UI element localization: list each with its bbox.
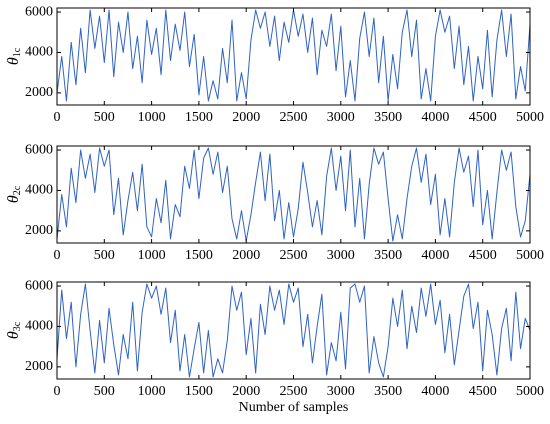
y-tick-label: 4000 [25, 45, 53, 60]
x-tick-label: 3500 [374, 384, 402, 399]
data-line [56, 147, 531, 242]
x-tick-label: 3000 [327, 110, 355, 125]
x-tick-label: 2500 [280, 384, 308, 399]
x-tick-label: 2000 [232, 384, 260, 399]
x-tick-label: 4500 [469, 110, 497, 125]
x-tick-label: 500 [94, 110, 115, 125]
x-tick-label: 2500 [280, 110, 308, 125]
x-tick-label: 1500 [185, 384, 213, 399]
x-tick-label: 4500 [469, 248, 497, 263]
x-tick-label: 3500 [374, 110, 402, 125]
x-tick-label: 1000 [138, 384, 166, 399]
y-tick-label: 6000 [25, 4, 53, 19]
y-tick-label: 6000 [25, 142, 53, 157]
x-tick-label: 5000 [516, 384, 544, 399]
x-tick-label: 1000 [138, 110, 166, 125]
y-tick-label: 4000 [25, 183, 53, 198]
y-label-subscript: 3c [12, 321, 23, 331]
x-tick-label: 1500 [185, 248, 213, 263]
x-tick-label: 3000 [327, 384, 355, 399]
x-tick-label: 0 [54, 384, 61, 399]
x-tick-label: 0 [54, 248, 61, 263]
data-line [56, 283, 531, 378]
y-tick-label: 6000 [25, 278, 53, 293]
x-tick-label: 5000 [516, 110, 544, 125]
y-tick-label: 2000 [25, 85, 53, 100]
y-label-subscript: 1c [12, 47, 23, 57]
x-tick-label: 4000 [421, 248, 449, 263]
y-label-symbol: θ [5, 57, 22, 65]
x-tick-label: 1000 [138, 248, 166, 263]
x-tick-label: 500 [94, 384, 115, 399]
x-tick-label: 1500 [185, 110, 213, 125]
data-line [56, 9, 531, 102]
axes-box [56, 145, 531, 244]
x-tick-label: 3000 [327, 248, 355, 263]
y-tick-label: 2000 [25, 359, 53, 374]
x-tick-label: 0 [54, 110, 61, 125]
x-tick-label: 5000 [516, 248, 544, 263]
x-tick-label: 2500 [280, 248, 308, 263]
x-tick-label: 2000 [232, 248, 260, 263]
x-tick-label: 500 [94, 248, 115, 263]
y-axis-label: θ1c [5, 47, 24, 65]
x-tick-label: 2000 [232, 110, 260, 125]
x-tick-label: 4500 [469, 384, 497, 399]
y-label-symbol: θ [5, 195, 22, 203]
axes-box [56, 7, 531, 106]
x-tick-label: 4000 [421, 384, 449, 399]
y-axis-label: θ2c [5, 185, 24, 203]
x-tick-label: 4000 [421, 110, 449, 125]
y-label-symbol: θ [5, 331, 22, 339]
y-tick-label: 2000 [25, 223, 53, 238]
y-axis-label: θ3c [5, 321, 24, 339]
y-label-subscript: 2c [12, 185, 23, 195]
x-axis-label: Number of samples [239, 400, 349, 415]
x-tick-label: 3500 [374, 248, 402, 263]
y-tick-label: 4000 [25, 319, 53, 334]
